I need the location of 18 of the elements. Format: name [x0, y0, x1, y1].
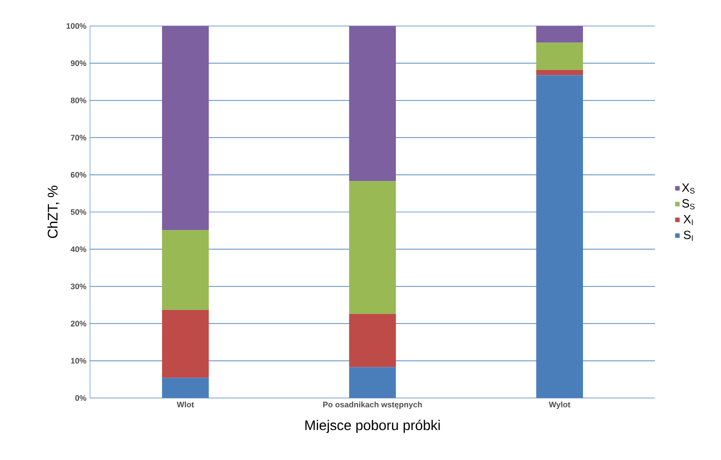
- bar: [162, 378, 209, 398]
- x-axis-title: Miejsce poboru próbki: [305, 420, 440, 433]
- bar: [162, 230, 209, 310]
- legend-label: X$_{I}$: [683, 214, 693, 226]
- bar: [536, 42, 583, 70]
- bar: [349, 367, 396, 398]
- bar: [162, 26, 209, 230]
- bar: [349, 181, 396, 314]
- bar: [536, 70, 583, 76]
- legend-label: S$_{S}$: [682, 199, 695, 210]
- bar: [536, 75, 583, 398]
- bar: [536, 26, 583, 43]
- legend-label: X$_{S}$: [682, 183, 695, 194]
- y-axis-title: ChZT, %: [47, 186, 60, 238]
- legend-label: S$_{I}$: [684, 230, 693, 241]
- bar: [349, 26, 396, 182]
- bar: [349, 314, 396, 368]
- bar: [162, 310, 209, 378]
